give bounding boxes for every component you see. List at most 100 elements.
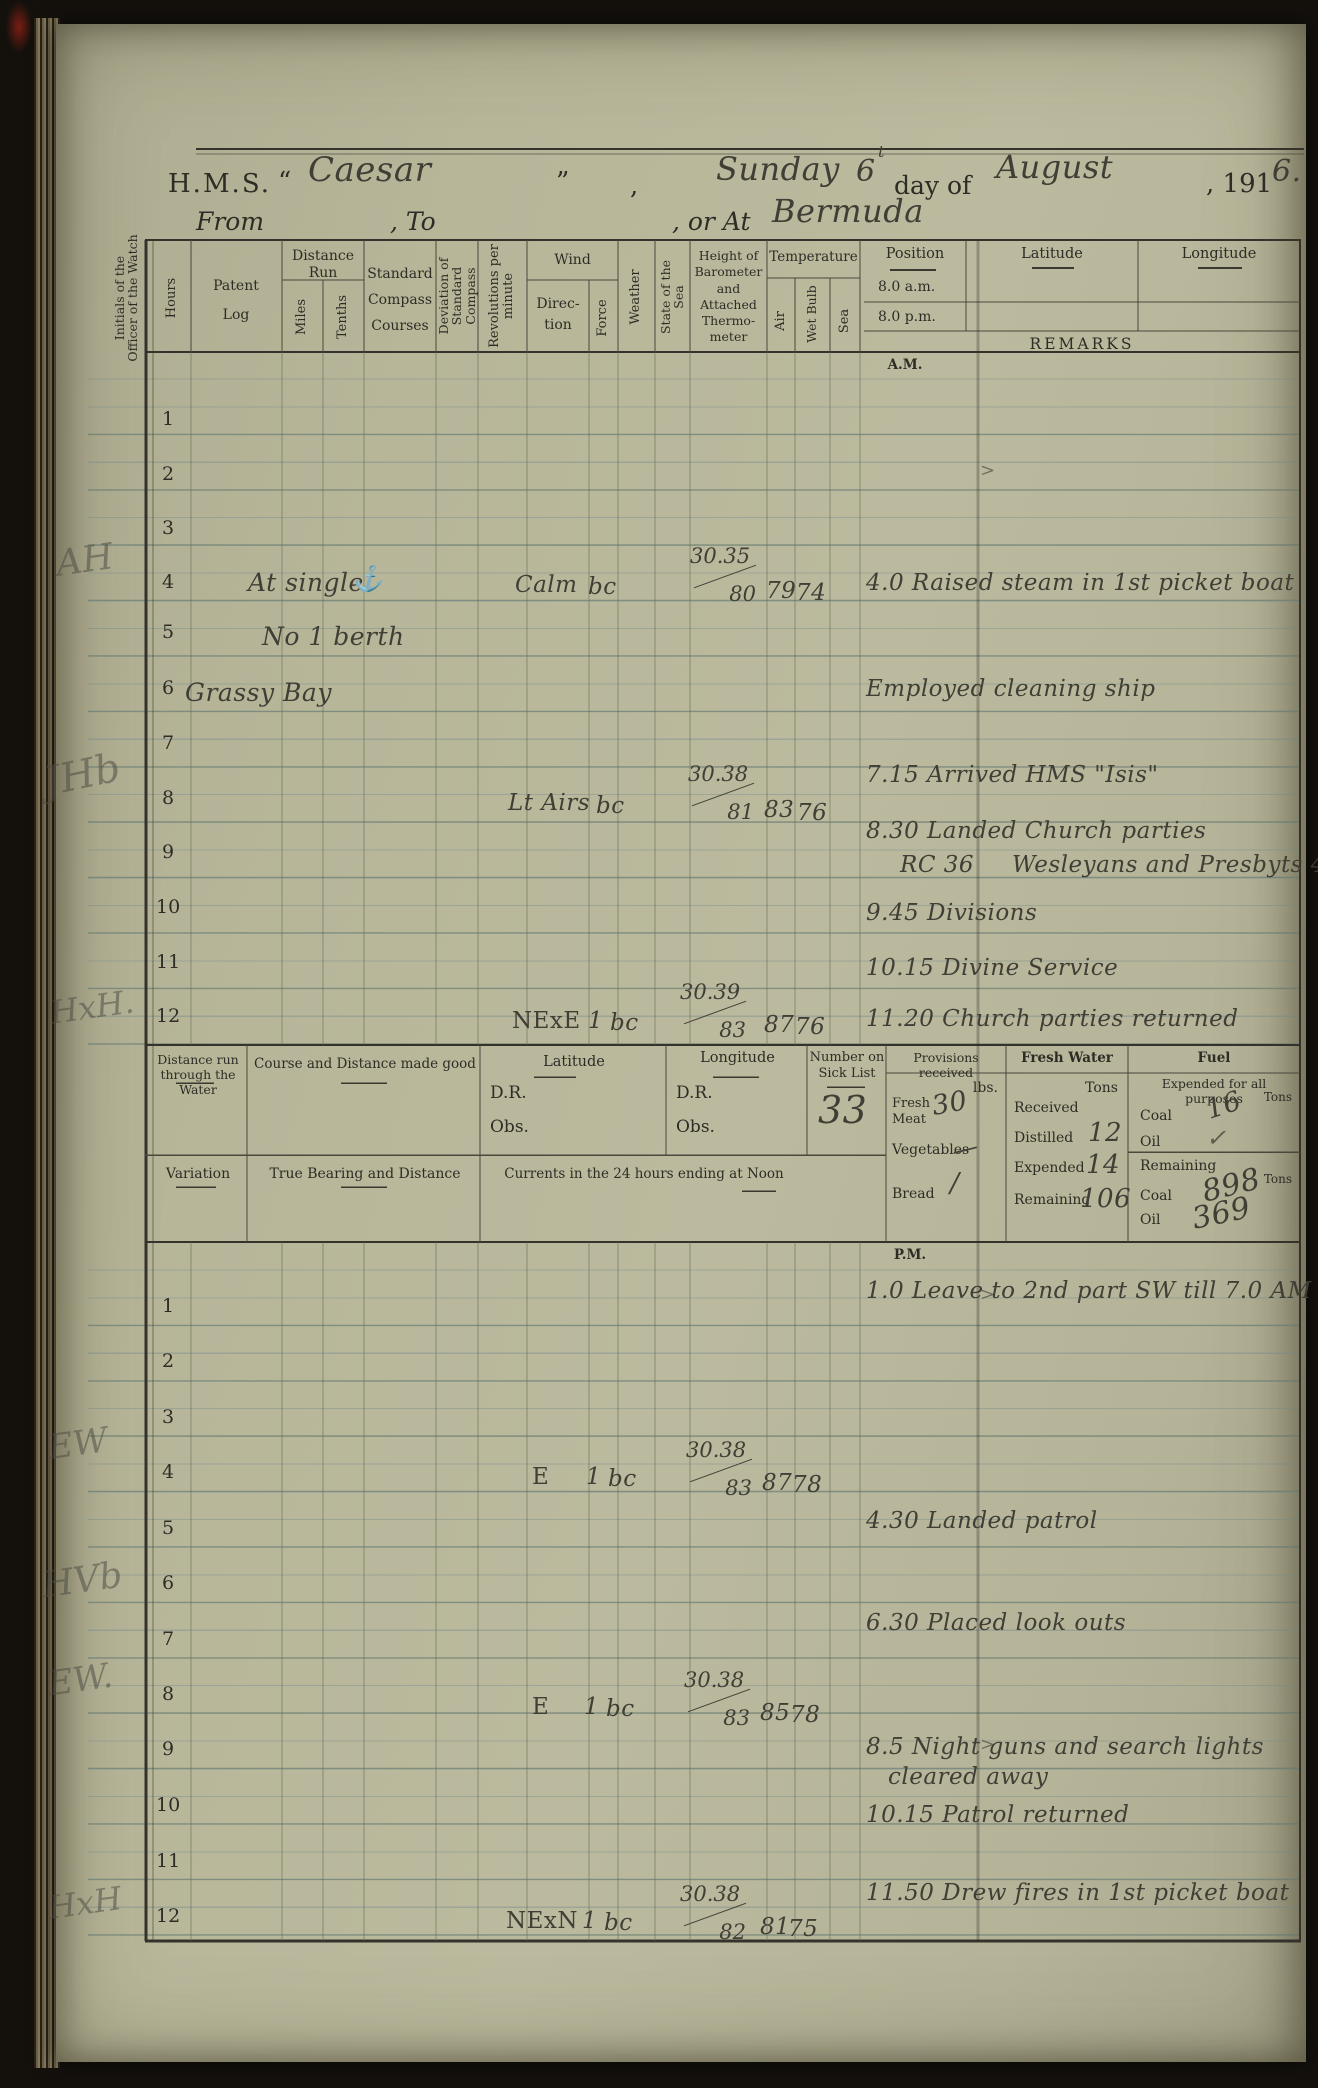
pm-hour-2: 2 [162,1350,175,1372]
distilled-label: Distilled [1014,1130,1074,1146]
year-digit: 6. [1272,154,1302,189]
am-barometer-reading: 30.35 80 [688,544,764,606]
sick-list-header: Number on Sick List [809,1050,885,1081]
pm-wind-force: 1 [586,1464,602,1490]
pm-wet-bulb-temp: 78 [792,1472,823,1498]
day-suffix: t [878,142,885,161]
distilled-value: 12 [1088,1118,1123,1148]
pm-hour-3: 3 [162,1406,175,1428]
remark-line: cleared away [888,1764,1049,1790]
am-wind-force: 1 [588,1008,604,1034]
standard-compass-header: Standard Compass Courses [367,266,433,334]
ship-name: Caesar [308,150,432,190]
pm-weather: bc [608,1466,637,1492]
pm-hour-6: 6 [162,1572,175,1594]
am-hour-12: 12 [156,1005,181,1027]
provisions-header: Provisions received [913,1050,979,1080]
am-air-temp: 83 [764,797,795,823]
miles-header: Miles [294,299,310,335]
hours-header: Hours [164,277,180,319]
fuel-unit: Tons [1263,1090,1292,1104]
remark-line: 11.50 Drew fires in 1st picket boat [866,1880,1290,1906]
anchor-icon: ⚓ [352,564,384,593]
received-label: Received [1014,1100,1079,1116]
sick-list-value: 33 [818,1088,868,1132]
wet-bulb-header: Wet Bulb [804,285,820,343]
pm-hour-5: 5 [162,1517,175,1539]
pm-hour-4: 4 [162,1461,175,1483]
am-hour-10: 10 [156,896,181,918]
day-number: 6 [856,154,876,189]
longitude-dr-label: D.R. [676,1083,713,1103]
revolutions-header: Revolutions per minute [487,244,516,348]
distance-run-header: Distance Run [291,248,354,281]
am-hour-1: 1 [162,408,175,430]
weather-header: Weather [628,269,644,325]
position-8pm-label: 8.0 p.m. [878,309,936,325]
quote-open: “ [278,167,292,197]
am-wet-bulb-temp: 74 [796,580,827,606]
mooring-note-line1: At single [248,568,364,597]
am-hour-8: 8 [162,787,175,809]
bread-value: / [950,1168,960,1199]
provisions-unit: lbs. [972,1080,998,1096]
remark-line: 4.30 Landed patrol [866,1508,1098,1534]
am-weather: bc [610,1010,639,1036]
or-at-label: , or At [672,207,751,236]
pm-barometer-reading: 30.38 83 [682,1668,758,1730]
fresh-meat-label: Fresh Meat [892,1096,930,1127]
currents-header: Currents in the 24 hours ending at Noon [504,1166,784,1182]
officer-initials: AH [53,536,116,585]
am-hour-6: 6 [162,677,175,699]
am-hour-11: 11 [156,951,181,973]
expended-value: 14 [1086,1150,1121,1180]
pm-hour-1: 1 [162,1295,175,1317]
remark-line: Employed cleaning ship [866,676,1156,702]
oil-expended-label: Oil [1140,1134,1161,1150]
fuel-expended-header: Expended for all purposes [1161,1076,1267,1106]
pm-hour-9: 9 [162,1738,175,1760]
am-weather: bc [596,793,625,819]
remark-line: 4.0 Raised steam in 1st picket boat [866,570,1295,596]
pm-wind-force: 1 [584,1694,600,1720]
remark-line: 9.45 Divisions [866,900,1038,926]
fresh-water-unit: Tons [1085,1080,1118,1096]
hms-label: H.M.S. [168,169,271,199]
to-label: , To [390,207,436,236]
remarks-header: REMARKS [1029,335,1135,353]
pm-air-temp: 81 [760,1914,791,1940]
position-header: Position [885,246,945,262]
latitude-dr-label: D.R. [490,1083,527,1103]
expended-label: Expended [1014,1160,1085,1176]
gutter-mark: > [980,1734,996,1755]
longitude-header: Longitude [1181,246,1257,262]
fresh-water-header: Fresh Water [1021,1050,1113,1066]
barometer-header: Height of Barometer and Attached Thermo-… [694,248,763,345]
pm-label: P.M. [893,1247,927,1263]
am-wind-direction: NExE [512,1008,581,1034]
pm-wet-bulb-temp: 75 [788,1916,819,1942]
coal-remaining-label: Coal [1140,1188,1172,1204]
book-page-edges [34,18,60,2068]
logbook-page [56,24,1306,2062]
pm-wind-direction: E [532,1464,550,1490]
deviation-header: Deviation of Standard Compass [436,257,478,335]
am-wet-bulb-temp: 76 [795,1014,826,1040]
quote-close: ” [556,167,570,197]
remark-line: 1.0 Leave to 2nd part SW till 7.0 AM [866,1278,1312,1304]
remark-line: Wesleyans and Presbyts 46 [1012,852,1318,878]
pm-air-temp: 87 [762,1470,793,1496]
latitude-header: Latitude [1021,246,1083,262]
remark-line: RC 36 [900,852,974,878]
true-bearing-header: True Bearing and Distance [269,1166,461,1182]
am-weather: bc [588,574,617,600]
officer-initials: EW [45,1420,111,1468]
am-wind-direction: Calm [515,572,578,598]
gutter-mark: > [980,460,996,481]
variation-header: Variation [165,1166,231,1182]
am-barometer-reading: 30.38 81 [686,762,762,824]
pm-hour-11: 11 [156,1850,181,1872]
fuel-header: Fuel [1197,1050,1231,1066]
am-hour-9: 9 [162,841,175,863]
